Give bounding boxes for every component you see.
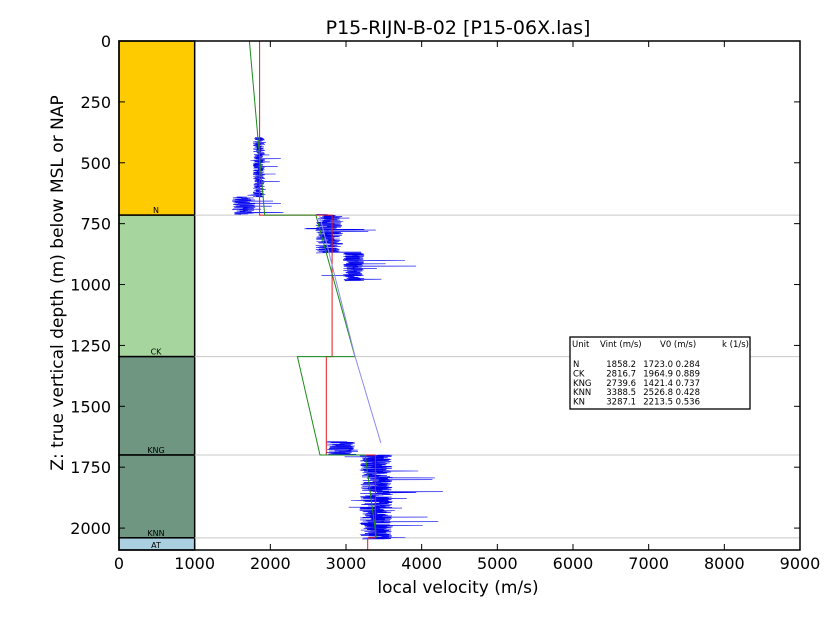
table-cell: 3287.1 <box>606 398 636 408</box>
plot-frame <box>118 40 801 551</box>
y-tick-label: 250 <box>80 93 111 112</box>
table-cell: 2526.8 <box>643 388 673 398</box>
unit-label-n: N <box>153 206 159 215</box>
x-tick-label: 2000 <box>250 554 291 573</box>
chart-title: P15-RIJN-B-02 [P15-06X.las] <box>326 17 591 39</box>
table-cell: KN <box>573 398 585 408</box>
series-linear-model <box>248 40 377 538</box>
table-cell: 0.737 <box>676 379 700 389</box>
table-cell: 1421.4 <box>643 379 673 389</box>
x-tick-label: 5000 <box>477 554 518 573</box>
y-tick-label: 2000 <box>70 519 111 538</box>
y-tick-label: 0 <box>101 32 111 51</box>
table-cell: N <box>573 360 579 370</box>
table-cell: 1858.2 <box>606 360 636 370</box>
table-cell: 1723.0 <box>643 360 673 370</box>
x-tick-label: 9000 <box>780 554 821 573</box>
y-tick-label: 500 <box>80 154 111 173</box>
unit-block-kng <box>118 355 196 456</box>
velocity-log-trace <box>231 196 284 215</box>
unit-block-knn <box>118 454 196 539</box>
table-header-cell: Vint (m/s) <box>600 340 642 350</box>
y-tick-label: 1250 <box>70 336 111 355</box>
table-cell: 0.284 <box>676 360 700 370</box>
x-axis-title: local velocity (m/s) <box>377 578 538 598</box>
unit-label-at: AT <box>151 541 161 550</box>
unit-block-n <box>118 40 196 216</box>
y-tick-label: 1000 <box>70 276 111 295</box>
x-tick-label: 8000 <box>704 554 745 573</box>
table-header-cell: k (1/s) <box>722 340 749 350</box>
x-tick-label: 7000 <box>628 554 669 573</box>
x-tick-label: 3000 <box>326 554 367 573</box>
velocity-log-trace <box>247 136 281 198</box>
unit-label-kng: KNG <box>147 446 164 455</box>
y-tick-label: 1500 <box>70 397 111 416</box>
x-tick-label: 4000 <box>401 554 442 573</box>
table-cell: 2816.7 <box>606 369 636 379</box>
table-header-cell: Unit <box>572 340 590 350</box>
velocity-table: Unit Vint (m/s) V0 (m/s) k (1/s) N 1858.2 1723… <box>569 336 751 410</box>
table-cell: 0.889 <box>676 369 700 379</box>
y-tick-label: 750 <box>80 215 111 234</box>
table-cell: 2213.5 <box>643 398 673 408</box>
unit-column: N CK KNG KNN AT <box>118 40 196 551</box>
table-box <box>569 336 751 410</box>
y-axis-title: Z: true vertical depth (m) below MSL or … <box>48 95 68 470</box>
table-cell: 1964.9 <box>643 369 673 379</box>
x-tick-label: 1000 <box>174 554 215 573</box>
table-cell: 3388.5 <box>606 388 636 398</box>
unit-label-ck: CK <box>151 348 163 357</box>
velocity-series <box>248 40 382 550</box>
x-tick-label: 6000 <box>553 554 594 573</box>
velocity-log-trace <box>326 441 359 456</box>
table-cell: 2739.6 <box>606 379 636 389</box>
y-tick-label: 1750 <box>70 458 111 477</box>
table-cell: 0.536 <box>676 398 700 408</box>
table-cell: KNG <box>573 379 592 389</box>
velocity-log-trace <box>344 454 443 540</box>
table-header-cell: V0 (m/s) <box>660 340 696 350</box>
table-cell: CK <box>573 369 585 379</box>
velocity-log-trace <box>321 252 417 282</box>
table-cell: 0.428 <box>676 388 700 398</box>
x-tick-label: 0 <box>114 554 124 573</box>
axes: 0 1000 2000 3000 4000 5000 6000 7000 8000 9000 0 25… <box>70 32 820 573</box>
table-cell: KNN <box>573 388 591 398</box>
unit-block-ck <box>118 214 196 358</box>
unit-label-knn: KNN <box>147 529 164 538</box>
series-trend <box>319 214 382 443</box>
